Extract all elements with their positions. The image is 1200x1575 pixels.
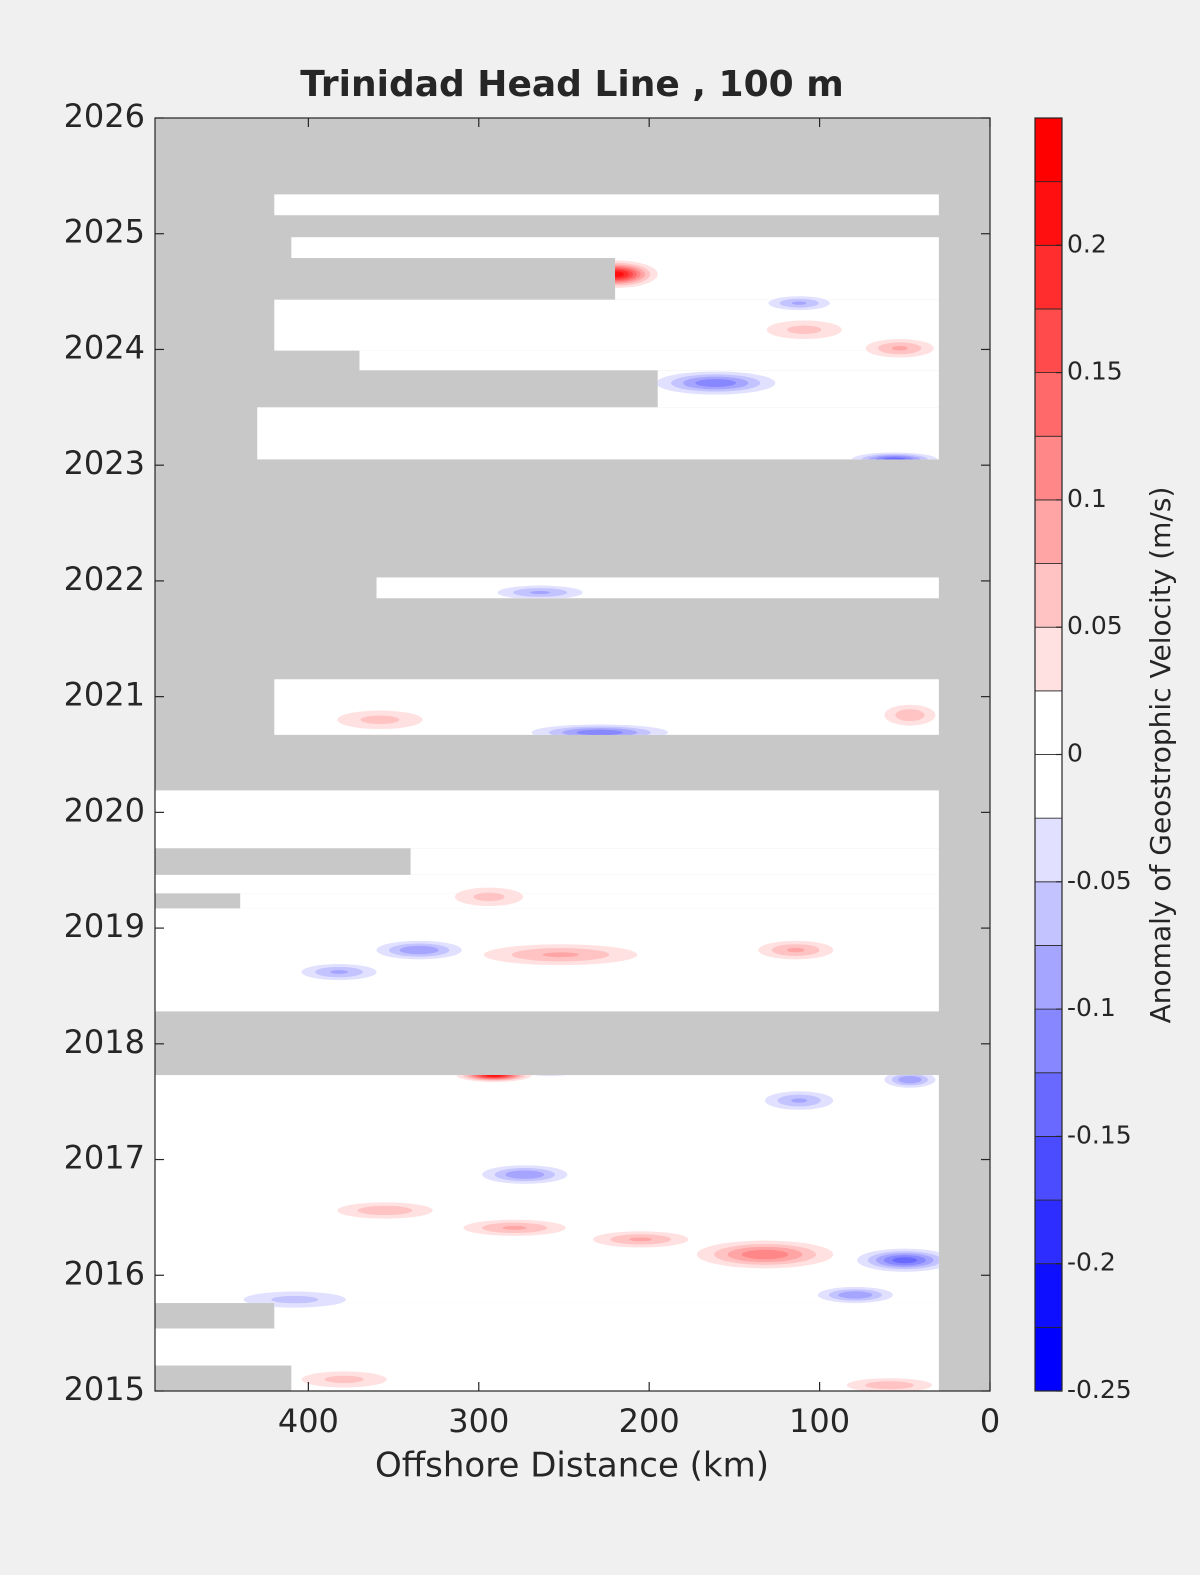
y-tick-label: 2017	[64, 1139, 145, 1177]
colorbar-segment	[1034, 181, 1063, 246]
anomaly-contour	[865, 1381, 914, 1390]
y-tick-label: 2015	[64, 1370, 145, 1408]
colorbar-segment	[1034, 563, 1063, 628]
anomaly-contour	[898, 1076, 922, 1084]
anomaly-contour	[576, 729, 624, 736]
data-coverage	[155, 790, 939, 849]
data-coverage	[359, 350, 939, 371]
colorbar-segment	[1034, 626, 1063, 692]
colorbar-segment	[1034, 1263, 1063, 1328]
data-coverage	[155, 1328, 939, 1366]
colorbar-segment	[1034, 1008, 1063, 1074]
data-coverage	[410, 848, 939, 875]
colorbar-segment	[1034, 1199, 1063, 1265]
anomaly-contour	[542, 952, 579, 958]
x-axis-label: Offshore Distance (km)	[375, 1446, 769, 1486]
chart-title: Trinidad Head Line , 100 m	[300, 64, 843, 105]
colorbar-segment	[1034, 308, 1063, 374]
anomaly-contour	[895, 709, 925, 722]
anomaly-contour	[399, 945, 439, 955]
anomaly-contour	[360, 715, 400, 725]
colorbar-segment	[1034, 117, 1063, 183]
colorbar-segment	[1034, 754, 1063, 819]
colorbar-tick-label: 0.2	[1067, 229, 1107, 258]
data-coverage	[240, 893, 939, 909]
anomaly-contour	[741, 1249, 789, 1260]
data-coverage	[291, 1365, 939, 1391]
y-tick-label: 2019	[64, 907, 145, 945]
anomaly-contour	[891, 346, 908, 351]
colorbar-segment	[1034, 435, 1063, 501]
x-tick-label: 400	[278, 1402, 339, 1440]
colorbar-tick-label: -0.05	[1067, 866, 1132, 895]
plot-frame	[154, 117, 991, 1392]
anomaly-contour	[786, 947, 805, 953]
anomaly-contour	[505, 1170, 545, 1179]
colorbar-segment	[1034, 945, 1063, 1010]
colorbar-segment	[1034, 881, 1063, 946]
y-tick-label: 2022	[64, 560, 145, 598]
data-coverage	[257, 407, 939, 460]
data-coverage	[376, 577, 939, 599]
colorbar-segment	[1034, 372, 1063, 437]
anomaly-contour	[357, 1205, 413, 1216]
anomaly-contour	[629, 1237, 652, 1242]
colorbar-tick-label: -0.1	[1067, 993, 1116, 1022]
data-coverage	[274, 1303, 939, 1329]
colorbar-tick-label: 0	[1067, 739, 1083, 768]
anomaly-contour	[271, 1295, 319, 1304]
data-coverage	[274, 194, 939, 216]
anomaly-contour	[791, 1098, 808, 1103]
y-tick-label: 2025	[64, 213, 145, 251]
data-coverage	[155, 1075, 939, 1304]
data-coverage	[274, 299, 939, 351]
x-tick-label: 0	[980, 1402, 1000, 1440]
anomaly-contour	[330, 970, 348, 974]
x-tick-label: 100	[789, 1402, 850, 1440]
anomaly-contour	[473, 892, 505, 902]
x-tick-label: 300	[448, 1402, 509, 1440]
colorbar-segment	[1034, 690, 1063, 755]
colorbar-tick-label: 0.1	[1067, 484, 1107, 513]
anomaly-contour	[695, 379, 736, 387]
anomaly-contour	[838, 1291, 873, 1299]
y-tick-label: 2023	[64, 444, 145, 482]
data-coverage	[155, 874, 939, 894]
colorbar-tick-label: -0.15	[1067, 1120, 1132, 1149]
y-tick-label: 2018	[64, 1023, 145, 1061]
y-tick-label: 2020	[64, 791, 145, 829]
colorbar-tick-label: -0.2	[1067, 1248, 1116, 1277]
colorbar-segment	[1034, 1136, 1063, 1201]
anomaly-contour	[787, 325, 822, 335]
colorbar-tick-label: -0.25	[1067, 1375, 1132, 1404]
x-tick-label: 200	[619, 1402, 680, 1440]
colorbar-segment	[1034, 1072, 1063, 1137]
colorbar-tick-label: 0.05	[1067, 611, 1123, 640]
colorbar-label: Anomaly of Geostrophic Velocity (m/s)	[1144, 487, 1177, 1024]
colorbar-segment	[1034, 817, 1063, 883]
anomaly-contour	[324, 1375, 364, 1384]
data-coverage	[615, 258, 939, 300]
colorbar-segment	[1034, 499, 1063, 564]
y-tick-label: 2016	[64, 1254, 145, 1292]
y-tick-label: 2021	[64, 676, 145, 714]
data-coverage	[291, 237, 939, 259]
anomaly-contour	[791, 301, 807, 305]
y-tick-label: 2026	[64, 97, 145, 135]
anomaly-contour	[502, 1225, 527, 1230]
colorbar-tick-label: 0.15	[1067, 357, 1123, 386]
colorbar-segment	[1034, 244, 1063, 310]
anomaly-contour	[892, 1257, 918, 1264]
y-tick-label: 2024	[64, 328, 145, 366]
anomaly-contour	[530, 590, 551, 595]
colorbar-segment	[1034, 1326, 1063, 1392]
